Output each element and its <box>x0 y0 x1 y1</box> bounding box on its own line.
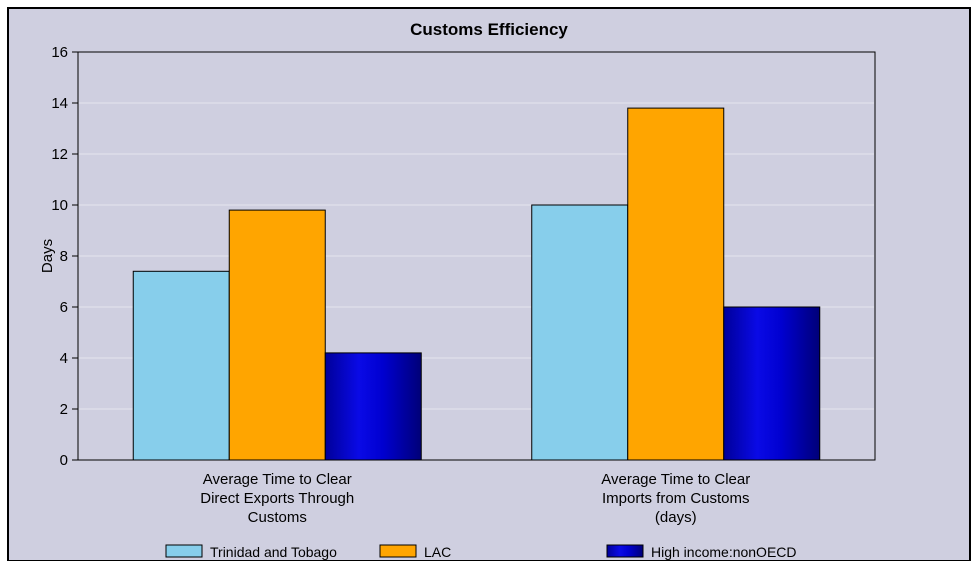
legend-swatch <box>379 544 417 558</box>
bar-high-income-nonoecd-0 <box>324 352 422 461</box>
y-tick-label: 2 <box>60 401 68 418</box>
y-tick-label: 0 <box>60 452 68 469</box>
legend: Trinidad and Tobago LAC High income:nonOEC… <box>165 544 797 560</box>
x-tick-label: Imports from Customs <box>602 490 750 507</box>
legend-swatch <box>606 544 644 558</box>
bar-lac-1 <box>627 107 725 461</box>
bar-high-income-nonoecd-1 <box>723 306 821 461</box>
x-tick-label: Customs <box>248 509 307 526</box>
legend-label: High income:nonOECD <box>651 544 797 560</box>
y-tick-label: 8 <box>60 248 68 265</box>
bar-trinidad-and-tobago-1 <box>531 204 629 461</box>
x-tick-label: Average Time to Clear <box>203 471 352 488</box>
y-tick-label: 12 <box>51 146 68 163</box>
legend-label: Trinidad and Tobago <box>210 544 337 560</box>
axes: 0 2 4 6 8 10 12 14 16 <box>51 44 78 469</box>
legend-label: LAC <box>424 544 451 560</box>
y-tick-label: 4 <box>60 350 68 367</box>
bar-trinidad-and-tobago-0 <box>132 270 230 461</box>
x-tick-label: Average Time to Clear <box>601 471 750 488</box>
y-tick-label: 10 <box>51 197 68 214</box>
y-tick-label: 6 <box>60 299 68 316</box>
x-tick-labels: Average Time to Clear Direct Exports Thro… <box>200 471 750 526</box>
bars <box>132 107 821 461</box>
y-tick-label: 14 <box>51 95 68 112</box>
x-tick-label: (days) <box>655 509 697 526</box>
legend-swatch <box>165 544 203 558</box>
chart-title: Customs Efficiency <box>410 20 568 39</box>
x-tick-label: Direct Exports Through <box>200 490 354 507</box>
y-tick-label: 16 <box>51 44 68 61</box>
y-axis-label: Days <box>39 239 56 273</box>
bar-lac-0 <box>228 209 326 461</box>
